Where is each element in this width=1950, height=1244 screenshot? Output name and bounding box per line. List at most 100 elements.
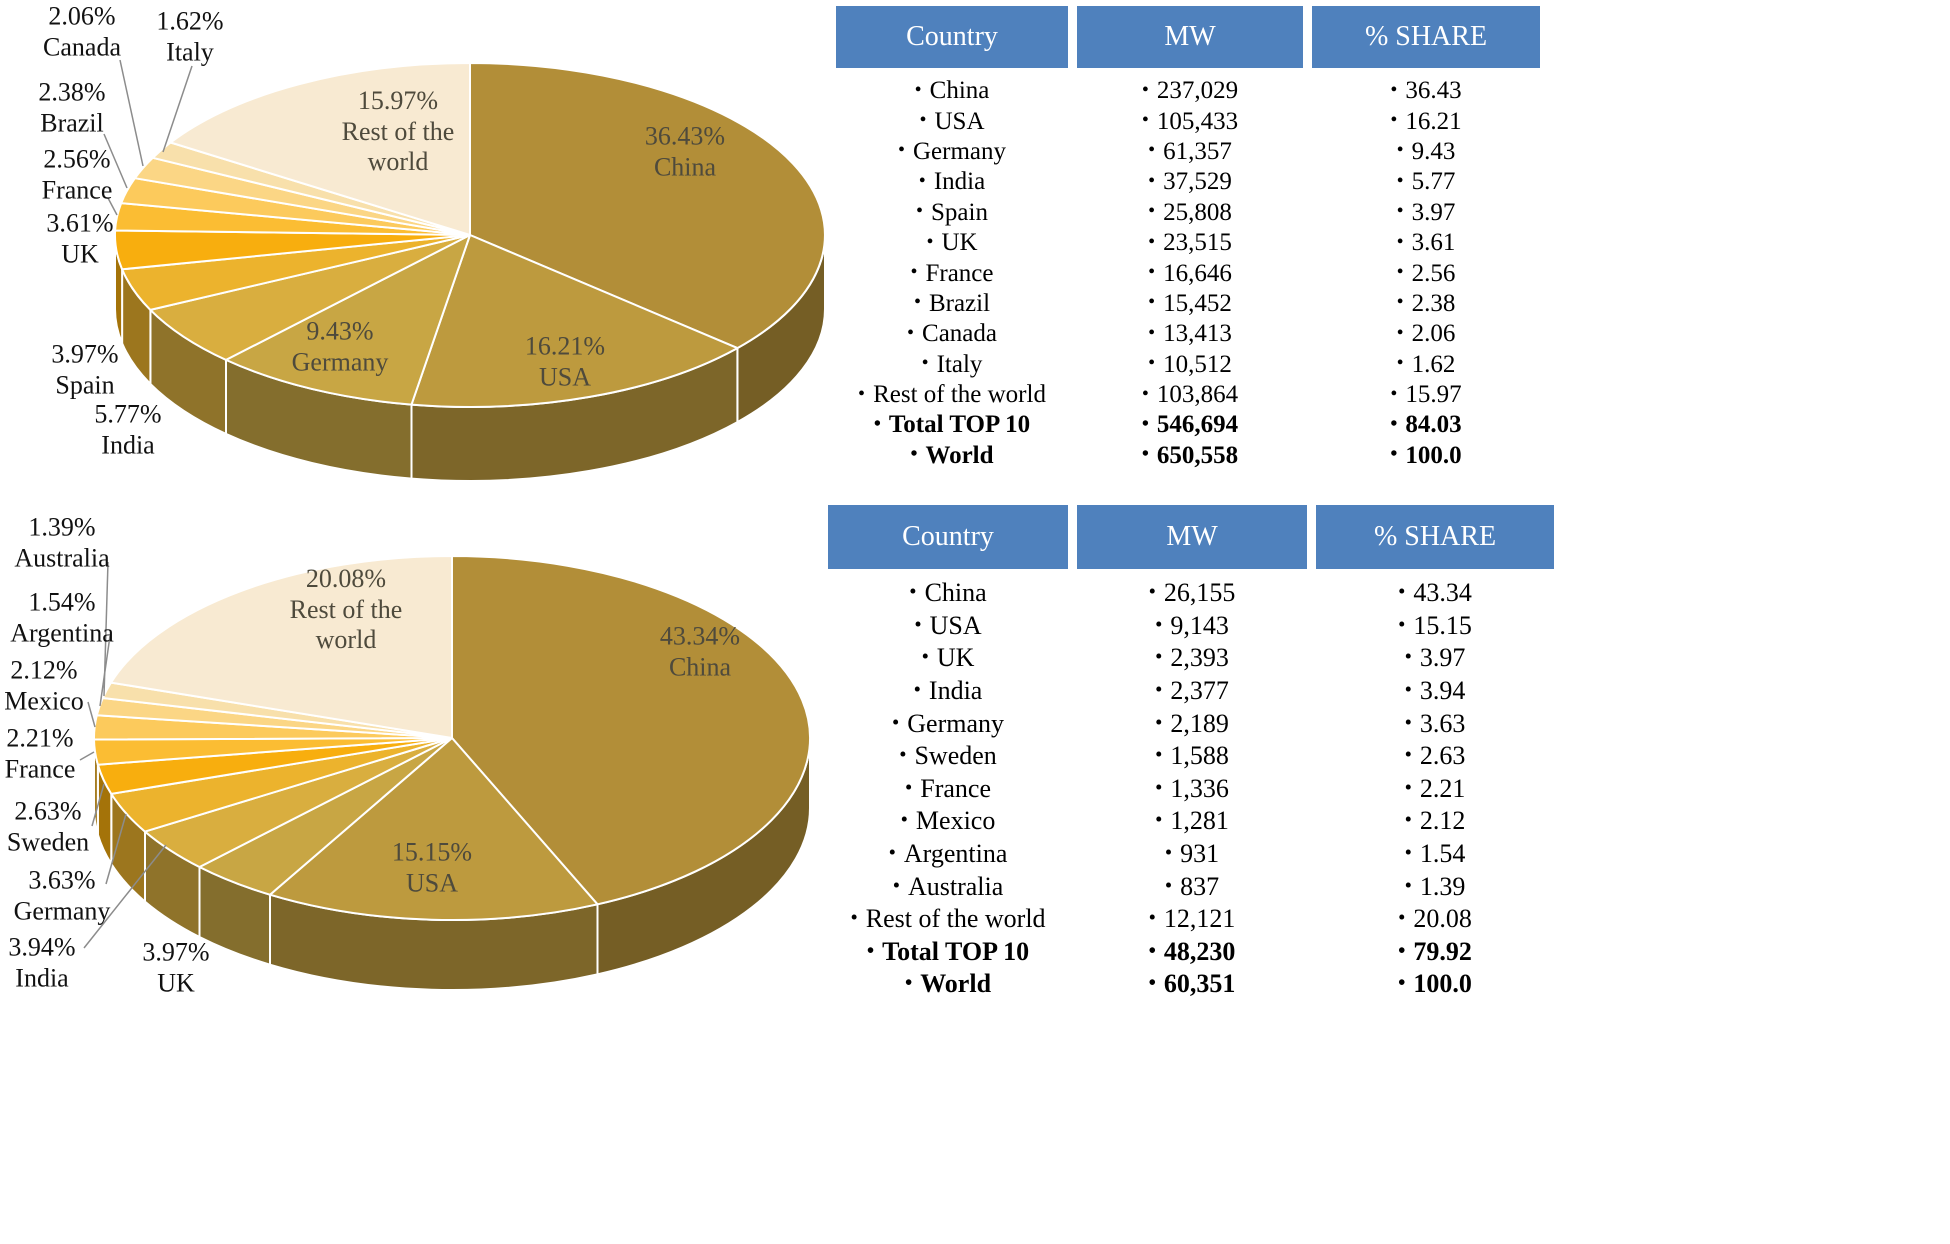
table-cell: • Argentina: [828, 838, 1068, 871]
table-cell: • France: [836, 258, 1068, 288]
cell-value: Total TOP 10: [882, 936, 1030, 966]
table-cell: • 650,558: [1077, 441, 1303, 471]
table-cell: • 1,588: [1077, 740, 1307, 773]
bullet: •: [1141, 109, 1149, 132]
table-cell: • 15,452: [1077, 289, 1303, 319]
cell-value: 48,230: [1163, 936, 1236, 966]
cell-value: World: [920, 969, 992, 999]
bullet: •: [1148, 139, 1156, 162]
bullet: •: [916, 200, 924, 223]
table-cell: • 15.97: [1312, 380, 1540, 410]
bullet: •: [1404, 710, 1412, 734]
bullet: •: [1398, 938, 1406, 962]
pie1-label-spain: 3.97% Spain: [51, 339, 119, 399]
pie2-label-australia: 1.39% Australia: [14, 512, 110, 572]
table-cell: • 16,646: [1077, 258, 1303, 288]
bullet: •: [1155, 743, 1163, 767]
pie1-label-china: 36.43% China: [644, 121, 726, 181]
cell-value: 105,433: [1156, 107, 1239, 135]
pie1-label-rest-of-the-world: 15.97% Rest of the world: [341, 85, 455, 177]
cell-value: 1.39: [1419, 871, 1466, 901]
cell-value: USA: [934, 107, 985, 135]
table-cell: • 2,189: [1077, 707, 1307, 740]
table-cell: • 12,121: [1077, 903, 1307, 936]
cell-value: 15,452: [1163, 289, 1232, 317]
cell-value: 2.38: [1411, 289, 1456, 317]
pie2-label-china: 43.34% China: [659, 621, 741, 681]
cell-value: 12,121: [1163, 904, 1236, 934]
bullet: •: [910, 443, 918, 466]
bullet: •: [1148, 906, 1156, 930]
cell-value: India: [928, 676, 983, 706]
table-cell: • India: [836, 167, 1068, 197]
bullet: •: [1155, 645, 1163, 669]
pie1: [113, 62, 826, 482]
cell-value: 79.92: [1413, 936, 1472, 966]
table-cell: • Italy: [836, 350, 1068, 380]
table-cell: • 1.39: [1316, 870, 1554, 903]
bullet: •: [888, 841, 896, 865]
table-cell: • Brazil: [836, 289, 1068, 319]
bullet: •: [1396, 291, 1404, 314]
table-cell: • USA: [836, 106, 1068, 136]
cell-value: 2.06: [1411, 320, 1456, 348]
bullet: •: [904, 775, 913, 799]
cell-value: 16.21: [1405, 107, 1462, 135]
cell-value: 3.94: [1419, 676, 1466, 706]
bullet: •: [858, 382, 866, 405]
bullet: •: [1396, 352, 1404, 375]
table-cell: • 3.94: [1316, 675, 1554, 708]
table-cell: • 84.03: [1312, 410, 1540, 440]
table-cell: • 3.97: [1316, 642, 1554, 675]
bullet: •: [892, 873, 900, 897]
pie2-label-france: 2.21% France: [4, 723, 76, 783]
cell-value: 36.43: [1405, 77, 1462, 105]
cell-value: 837: [1180, 871, 1220, 901]
bullet: •: [873, 412, 881, 435]
leader-line: [91, 783, 105, 827]
bullet: •: [1396, 139, 1404, 162]
cell-value: 100.0: [1413, 969, 1472, 999]
table-cell: • 3.97: [1312, 198, 1540, 228]
leader-line: [103, 133, 128, 189]
bullet: •: [909, 580, 917, 604]
pie1-label-italy: 1.62% Italy: [156, 6, 224, 66]
table-cell: • 2.21: [1316, 773, 1554, 806]
cell-value: 1.62: [1411, 350, 1456, 378]
bullet: •: [904, 971, 913, 995]
table-cell: • 237,029: [1077, 76, 1303, 106]
cell-value: 61,357: [1163, 137, 1232, 165]
bullet: •: [1141, 382, 1149, 405]
cell-value: 2.12: [1419, 806, 1466, 836]
table-top: Country MW % SHARE • China • 237,029 • 36.43 •…: [836, 6, 1540, 471]
cell-value: 23,515: [1163, 229, 1232, 257]
table-cell: • 2.63: [1316, 740, 1554, 773]
cell-value: Australia: [907, 871, 1004, 901]
cell-value: 1.54: [1419, 839, 1466, 869]
table-cell: • UK: [828, 642, 1068, 675]
cell-value: Germany: [912, 137, 1007, 165]
bullet: •: [1148, 261, 1156, 284]
cell-value: 37,529: [1163, 168, 1232, 196]
cell-value: 13,413: [1163, 320, 1232, 348]
bullet: •: [1141, 443, 1149, 466]
cell-value: Brazil: [928, 289, 991, 317]
leader-line: [107, 197, 118, 216]
table-cell: • 3.63: [1316, 707, 1554, 740]
bullet: •: [1148, 971, 1156, 995]
pie1-label-brazil: 2.38% Brazil: [38, 77, 106, 137]
pie1-slice-india: [149, 234, 471, 361]
table-cell: • 103,864: [1077, 380, 1303, 410]
bullet: •: [1155, 612, 1163, 636]
bullet: •: [1164, 873, 1173, 897]
leader-line: [79, 751, 95, 761]
cell-value: 1,336: [1170, 773, 1229, 803]
bullet: •: [1390, 109, 1398, 132]
pie1-slice-usa: [410, 234, 739, 408]
cell-value: India: [933, 168, 986, 196]
table-cell: • 43.34: [1316, 577, 1554, 610]
pie1-label-usa: 16.21% USA: [524, 331, 606, 391]
bullet: •: [897, 139, 905, 162]
cell-value: France: [920, 773, 992, 803]
col-header-mw: MW: [1077, 505, 1307, 569]
